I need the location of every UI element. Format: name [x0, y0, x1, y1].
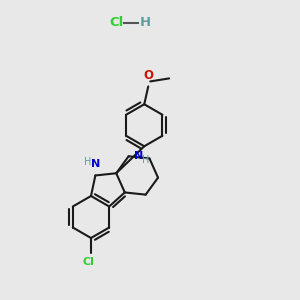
Text: Cl: Cl	[82, 257, 94, 267]
Text: N: N	[91, 160, 100, 170]
Text: H: H	[140, 16, 151, 29]
Text: O: O	[143, 69, 153, 82]
Text: N: N	[134, 151, 143, 161]
Text: Cl: Cl	[109, 16, 123, 29]
Text: H: H	[84, 158, 91, 167]
Text: H: H	[142, 155, 149, 165]
